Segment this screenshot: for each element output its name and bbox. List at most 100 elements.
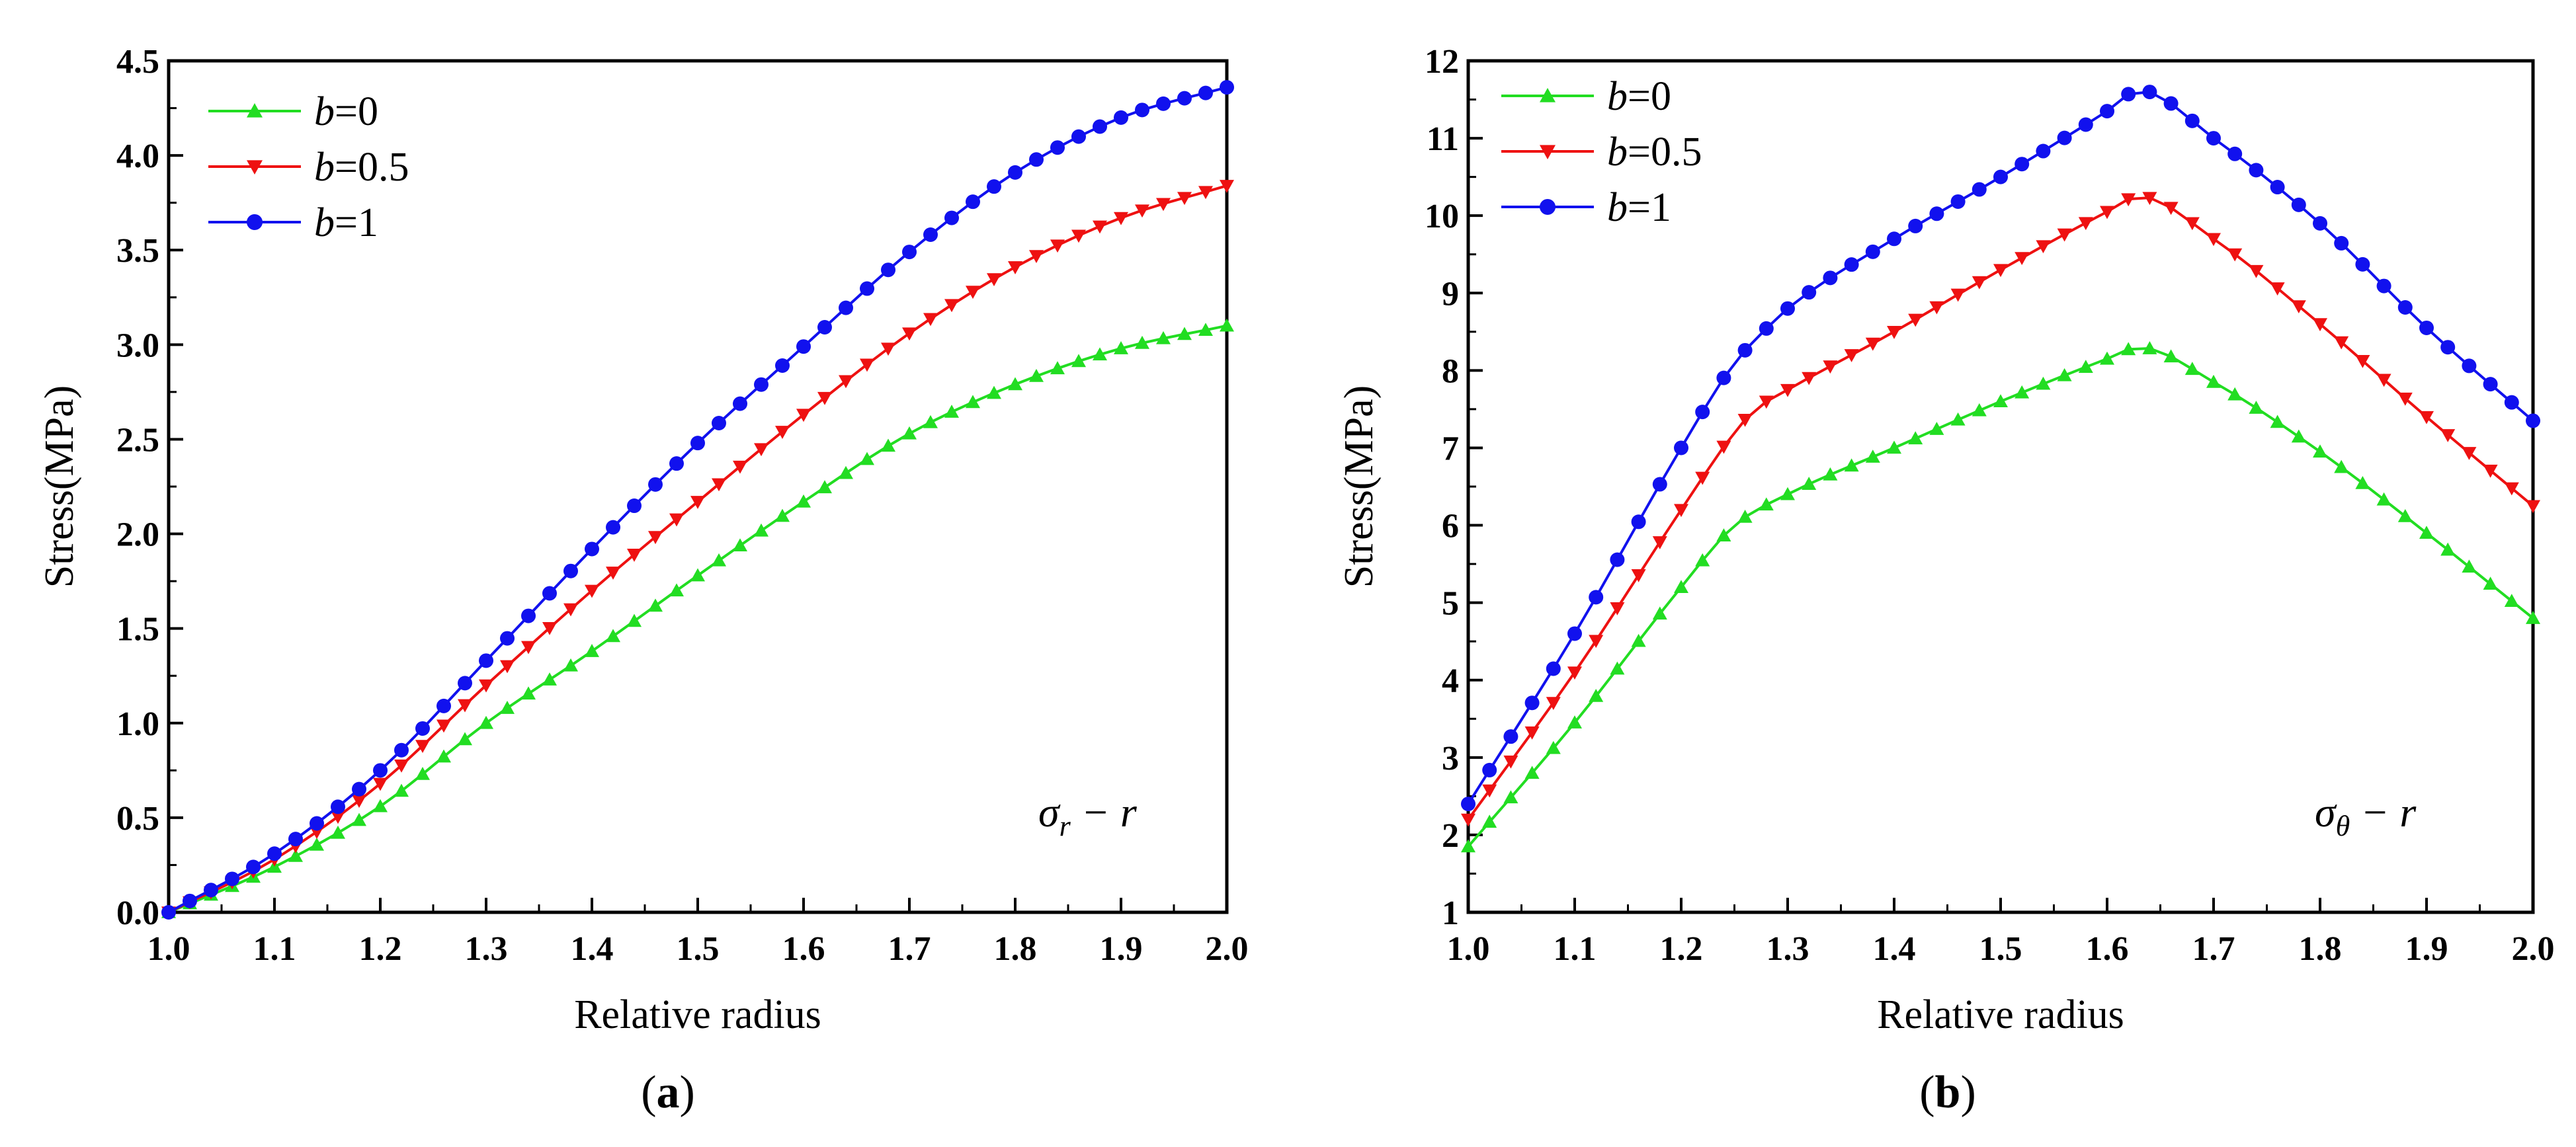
- circle-marker: [2440, 340, 2456, 355]
- triangle-up-marker: [542, 672, 557, 686]
- triangle-up-marker: [1908, 431, 1923, 445]
- triangle-down-marker: [2291, 300, 2306, 314]
- circle-marker: [669, 456, 684, 471]
- y-tick-label: 8: [1442, 352, 1459, 390]
- x-tick-label: 1.0: [1447, 930, 1490, 968]
- triangle-down-marker: [394, 759, 409, 773]
- triangle-up-marker: [1198, 323, 1213, 336]
- triangle-down-marker: [2142, 192, 2157, 206]
- triangle-down-marker: [1008, 261, 1022, 274]
- triangle-up-marker: [331, 825, 345, 839]
- circle-marker: [733, 396, 747, 411]
- annotation: σr − r: [1038, 789, 1138, 842]
- triangle-down-marker: [606, 567, 620, 580]
- annotation-symbol: σ: [2315, 789, 2337, 836]
- x-axis-title: Relative radius: [574, 992, 821, 1037]
- triangle-up-marker: [775, 508, 790, 522]
- series-b-1: [1461, 85, 2540, 812]
- circle-marker: [1135, 102, 1149, 118]
- circle-marker: [1950, 194, 1966, 209]
- triangle-down-marker: [2121, 193, 2136, 207]
- triangle-down-marker: [1759, 395, 1774, 409]
- triangle-up-marker: [648, 598, 663, 612]
- y-tick-label: 3.0: [116, 327, 159, 364]
- triangle-up-marker: [436, 749, 451, 763]
- circle-marker: [1198, 85, 1213, 100]
- circle-marker: [1759, 321, 1774, 336]
- y-tick-label: 3.5: [116, 232, 159, 270]
- triangle-up-marker: [1780, 487, 1795, 500]
- triangle-down-marker: [1114, 212, 1128, 225]
- triangle-up-marker: [247, 103, 263, 118]
- triangle-down-marker: [966, 286, 980, 299]
- triangle-up-marker: [2313, 444, 2327, 458]
- triangle-down-marker: [563, 603, 578, 617]
- circle-marker: [1029, 152, 1044, 167]
- triangle-down-marker: [1029, 250, 1044, 264]
- triangle-up-marker: [1695, 553, 1710, 567]
- circle-marker: [775, 358, 790, 373]
- triangle-up-marker: [500, 701, 515, 714]
- legend-val: =0.5: [1628, 130, 1702, 175]
- triangle-up-marker: [1071, 354, 1086, 368]
- triangle-up-marker: [2526, 611, 2540, 624]
- triangle-down-marker: [500, 660, 515, 674]
- triangle-up-marker: [2163, 349, 2179, 363]
- x-tick-label: 2.0: [2512, 930, 2555, 968]
- triangle-up-marker: [2206, 374, 2221, 388]
- legend-label: b=1: [314, 200, 378, 245]
- triangle-down-marker: [1780, 383, 1795, 397]
- circle-marker: [1610, 552, 1625, 567]
- triangle-up-marker: [1759, 497, 1774, 511]
- legend-val: =1: [335, 200, 378, 245]
- circle-marker: [648, 477, 663, 492]
- legend-label: b=0: [314, 89, 378, 134]
- triangle-up-marker: [987, 385, 1001, 399]
- circle-marker: [902, 245, 917, 260]
- circle-marker: [1695, 405, 1710, 420]
- triangle-up-marker: [754, 523, 769, 537]
- circle-marker: [2036, 143, 2051, 159]
- circle-marker: [1114, 110, 1128, 125]
- circle-marker: [1908, 218, 1923, 233]
- triangle-up-marker: [1029, 368, 1044, 382]
- circle-marker: [881, 262, 895, 278]
- annotation-rest: − r: [1071, 789, 1138, 836]
- triangle-down-marker: [1135, 204, 1149, 218]
- triangle-down-marker: [458, 699, 472, 713]
- triangle-down-marker: [1844, 349, 1859, 362]
- panel-label-open: (: [1919, 1067, 1934, 1118]
- circle-marker: [1737, 342, 1753, 358]
- triangle-down-marker: [352, 795, 366, 809]
- triangle-up-marker: [2376, 492, 2391, 506]
- circle-marker: [1071, 129, 1086, 144]
- circle-marker: [288, 832, 303, 847]
- circle-marker: [944, 210, 959, 225]
- triangle-up-marker: [1540, 88, 1556, 102]
- circle-marker: [796, 339, 811, 354]
- circle-marker: [1674, 440, 1688, 455]
- circle-marker: [585, 541, 599, 557]
- circle-marker: [1540, 199, 1556, 215]
- triangle-up-marker: [2078, 360, 2093, 374]
- circle-marker: [627, 498, 642, 514]
- triangle-down-marker: [2249, 264, 2264, 278]
- triangle-down-marker: [987, 273, 1001, 287]
- triangle-down-marker: [2419, 411, 2434, 424]
- x-tick-label: 1.1: [253, 930, 296, 968]
- triangle-down-marker: [331, 811, 345, 824]
- triangle-down-marker: [2270, 282, 2285, 296]
- triangle-down-marker: [2483, 464, 2498, 478]
- triangle-up-marker: [2483, 576, 2498, 590]
- circle-marker: [246, 859, 261, 875]
- triangle-down-marker: [1220, 180, 1234, 193]
- circle-marker: [2078, 117, 2093, 132]
- circle-marker: [1993, 169, 2008, 184]
- legend-var: b: [1607, 130, 1628, 175]
- x-tick-label: 1.2: [359, 930, 402, 968]
- triangle-down-marker: [1524, 726, 1540, 740]
- triangle-up-marker: [1823, 467, 1838, 481]
- triangle-up-marker: [1050, 361, 1065, 375]
- y-axis-title: Stress(MPa): [1337, 385, 1382, 588]
- legend-label: b=0.5: [1607, 130, 1702, 175]
